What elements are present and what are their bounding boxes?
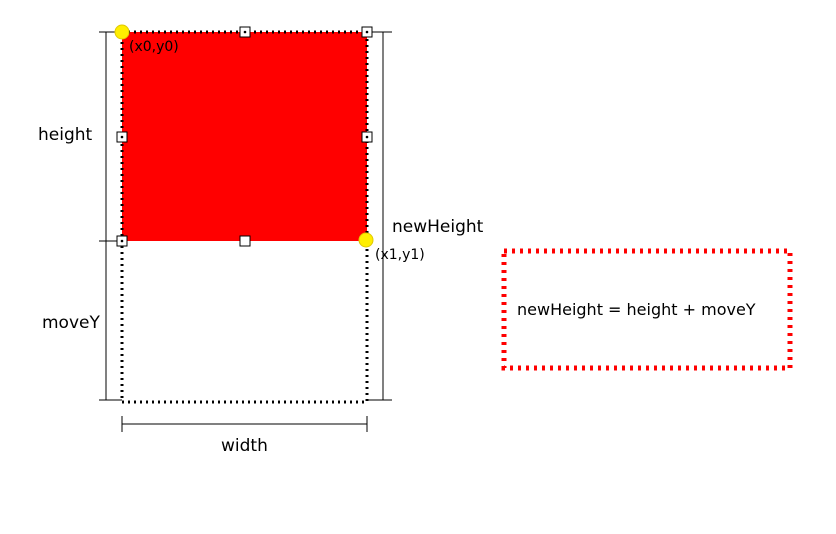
point-x0-y0-label: (x0,y0) <box>129 39 179 55</box>
resize-handle-middle-left-dot <box>121 136 124 139</box>
newheight-dimension <box>367 32 392 400</box>
width-label: width <box>221 436 268 456</box>
resize-handle-bottom-left-dot <box>121 240 124 243</box>
resize-handle-top-middle-dot <box>244 31 247 34</box>
resize-handle-top-right-dot <box>366 31 369 34</box>
resize-handle-bottom-middle[interactable] <box>240 236 250 246</box>
height-label: height <box>38 125 93 145</box>
resize-handle-middle-right-dot <box>366 136 369 139</box>
movey-label: moveY <box>42 313 100 333</box>
point-x1-y1-marker[interactable] <box>359 233 373 247</box>
width-dimension <box>122 416 367 432</box>
point-x0-y0-marker[interactable] <box>115 25 129 39</box>
newheight-label: newHeight <box>392 217 484 237</box>
formula-text: newHeight = height + moveY <box>517 300 756 319</box>
point-x1-y1-label: (x1,y1) <box>375 247 425 263</box>
original-rect <box>122 32 367 241</box>
movey-dimension <box>99 241 122 400</box>
